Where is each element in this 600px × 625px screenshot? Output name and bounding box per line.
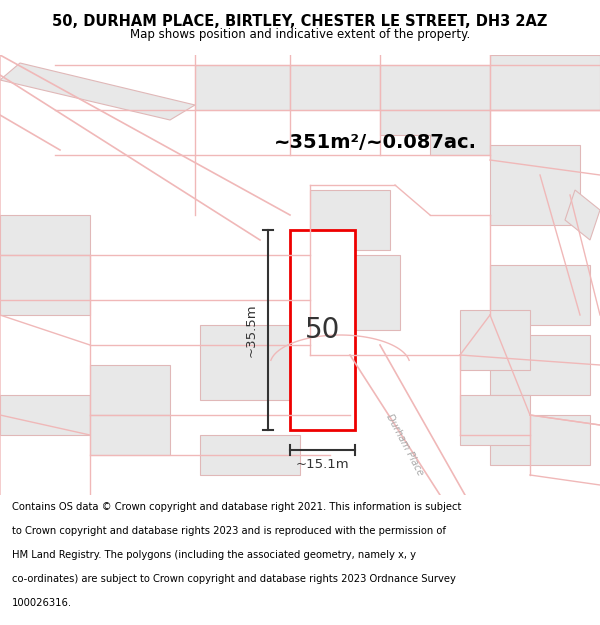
- Text: co-ordinates) are subject to Crown copyright and database rights 2023 Ordnance S: co-ordinates) are subject to Crown copyr…: [12, 574, 456, 584]
- Bar: [0, 395, 90, 435]
- Text: ~351m²/~0.087ac.: ~351m²/~0.087ac.: [274, 134, 476, 152]
- Bar: [460, 310, 530, 370]
- Bar: [460, 395, 530, 445]
- Text: 50: 50: [305, 316, 340, 344]
- Bar: [490, 335, 590, 395]
- Bar: [195, 65, 290, 110]
- Bar: [290, 65, 380, 110]
- Text: Map shows position and indicative extent of the property.: Map shows position and indicative extent…: [130, 28, 470, 41]
- Text: ~15.1m: ~15.1m: [296, 458, 349, 471]
- Text: to Crown copyright and database rights 2023 and is reproduced with the permissio: to Crown copyright and database rights 2…: [12, 526, 446, 536]
- Bar: [490, 265, 590, 325]
- Polygon shape: [565, 190, 600, 240]
- Text: Durham Place: Durham Place: [385, 412, 425, 478]
- Text: 100026316.: 100026316.: [12, 598, 72, 608]
- Bar: [200, 325, 300, 400]
- Bar: [0, 215, 90, 255]
- Polygon shape: [380, 110, 490, 155]
- Bar: [490, 45, 600, 110]
- Bar: [90, 365, 170, 415]
- Bar: [90, 415, 170, 455]
- Bar: [380, 65, 490, 110]
- Text: 50, DURHAM PLACE, BIRTLEY, CHESTER LE STREET, DH3 2AZ: 50, DURHAM PLACE, BIRTLEY, CHESTER LE ST…: [52, 14, 548, 29]
- Bar: [0, 255, 90, 315]
- Bar: [490, 145, 580, 225]
- Text: HM Land Registry. The polygons (including the associated geometry, namely x, y: HM Land Registry. The polygons (includin…: [12, 549, 416, 559]
- Bar: [200, 435, 300, 475]
- Bar: [310, 190, 390, 250]
- Polygon shape: [0, 63, 195, 120]
- Bar: [310, 255, 400, 330]
- Text: ~35.5m: ~35.5m: [245, 303, 258, 357]
- Bar: [290, 230, 355, 430]
- Text: Contains OS data © Crown copyright and database right 2021. This information is : Contains OS data © Crown copyright and d…: [12, 501, 461, 511]
- Bar: [490, 415, 590, 465]
- Bar: [490, 5, 600, 55]
